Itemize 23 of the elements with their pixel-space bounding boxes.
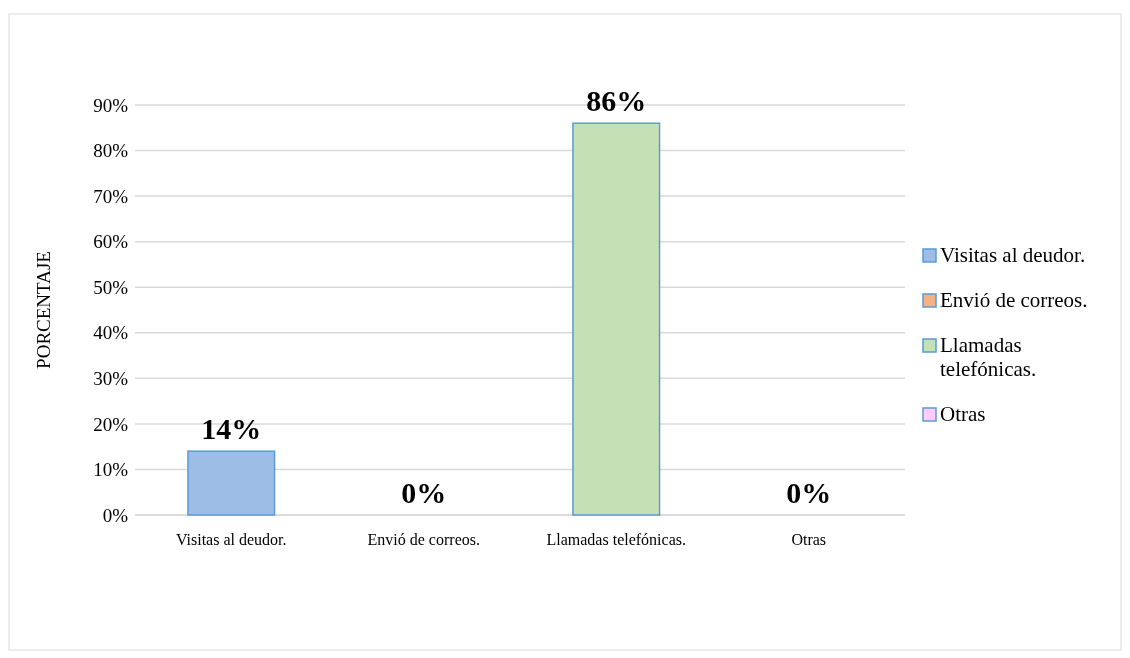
text: 0% (786, 476, 832, 509)
y-tick-label: 0% (102, 504, 129, 526)
legend-label: Visitas al deudor. (940, 243, 1086, 267)
x-tick-label: Envió de correos. (367, 531, 480, 548)
x-tick-label: Visitas al deudor. (175, 531, 287, 548)
legend-label: Llamadas telefónicas. (940, 333, 1037, 381)
y-tick-label: 50% (93, 276, 129, 298)
y-tick-label: 90% (93, 94, 129, 116)
y-axis-title: PORCENTAJE (33, 251, 54, 369)
y-tick-label: 20% (93, 413, 129, 435)
y-tick-label: 40% (93, 322, 129, 344)
text: 0% (401, 476, 447, 509)
legend-label: Envió de correos. (940, 288, 1088, 312)
x-tick-label: Otras (791, 531, 827, 548)
y-tick-label: 10% (93, 459, 129, 481)
text: 14% (201, 412, 262, 446)
y-tick-label: 60% (93, 231, 129, 253)
y-tick-label: 80% (93, 140, 129, 162)
text: 86% (586, 84, 647, 118)
y-tick-label: 70% (93, 185, 129, 207)
y-tick-label: 30% (93, 367, 129, 389)
x-tick-label: Llamadas telefónicas. (546, 531, 686, 548)
legend-label: Otras (940, 402, 986, 426)
